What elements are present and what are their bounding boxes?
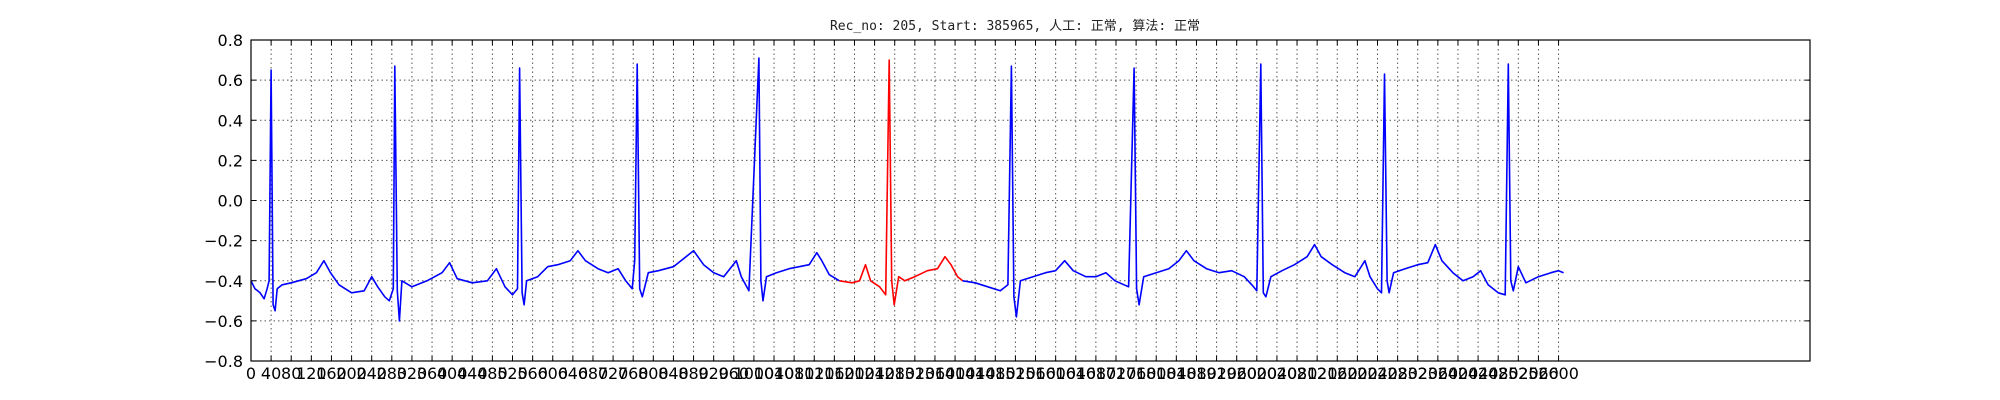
chart-title: Rec_no: 205, Start: 385965, 人工: 正常, 算法: … xyxy=(830,19,1200,34)
x-tick-label: 360 xyxy=(417,364,448,383)
x-tick-label: 280 xyxy=(377,364,408,383)
x-tick-label: 40 xyxy=(261,364,281,383)
x-tick-label: 1720 xyxy=(1096,364,1137,383)
x-tick-label: 1200 xyxy=(834,364,875,383)
ecg-segment xyxy=(962,63,1564,318)
x-tick-label: 320 xyxy=(397,364,428,383)
x-tick-label: 1680 xyxy=(1076,364,1117,383)
x-tick-label: 440 xyxy=(457,364,488,383)
x-tick-label: 1400 xyxy=(935,364,976,383)
x-tick-label: 1040 xyxy=(754,364,795,383)
x-tick-label: 2440 xyxy=(1458,364,1499,383)
x-tick-label: 2200 xyxy=(1337,364,1378,383)
y-tick-label: 0.8 xyxy=(218,31,243,50)
x-tick-label: 2240 xyxy=(1357,364,1398,383)
x-tick-label: 400 xyxy=(437,364,468,383)
x-tick-label: 2480 xyxy=(1478,364,1519,383)
x-tick-label: 640 xyxy=(558,364,589,383)
x-tick-label: 760 xyxy=(618,364,649,383)
x-tick-label: 2360 xyxy=(1417,364,1458,383)
x-tick-label: 2160 xyxy=(1317,364,1358,383)
x-tick-label: 2520 xyxy=(1498,364,1539,383)
ecg-segment xyxy=(250,57,840,322)
x-tick-label: 1280 xyxy=(874,364,915,383)
x-tick-label: 1120 xyxy=(794,364,835,383)
x-tick-label: 880 xyxy=(678,364,709,383)
y-axis: −0.8 −0.6 −0.4 −0.2 0.0 0.2 0.4 0.6 0.8 xyxy=(204,31,1810,371)
x-tick-label: 600 xyxy=(537,364,568,383)
x-tick-label: 2400 xyxy=(1438,364,1479,383)
grid xyxy=(250,39,1810,362)
x-tick-label: 1480 xyxy=(975,364,1016,383)
x-tick-label: 2600 xyxy=(1538,364,1579,383)
x-tick-label: 2560 xyxy=(1518,364,1559,383)
x-tick-label: 0 xyxy=(246,364,256,383)
x-tick-label: 480 xyxy=(477,364,508,383)
x-tick-label: 560 xyxy=(517,364,548,383)
y-tick-label: −0.2 xyxy=(204,232,243,251)
ecg-highlight-segment xyxy=(839,59,964,306)
x-tick-label: 520 xyxy=(497,364,528,383)
x-tick-label: 80 xyxy=(281,364,301,383)
y-tick-label: 0.4 xyxy=(218,111,243,130)
x-tick-label: 1080 xyxy=(774,364,815,383)
x-tick-label: 840 xyxy=(658,364,689,383)
x-tick-label: 1800 xyxy=(1136,364,1177,383)
x-tick-label: 200 xyxy=(336,364,367,383)
x-tick-label: 240 xyxy=(356,364,387,383)
y-tick-label: −0.4 xyxy=(204,272,243,291)
x-tick-label: 2320 xyxy=(1397,364,1438,383)
x-tick-label: 1520 xyxy=(995,364,1036,383)
x-tick-label: 2000 xyxy=(1236,364,1277,383)
x-tick-label: 1320 xyxy=(894,364,935,383)
x-tick-label: 1640 xyxy=(1055,364,1096,383)
x-tick-label: 920 xyxy=(698,364,729,383)
x-tick-label: 800 xyxy=(638,364,669,383)
x-tick-label: 680 xyxy=(578,364,609,383)
x-tick-label: 120 xyxy=(296,364,327,383)
y-tick-label: 0.6 xyxy=(218,71,243,90)
y-tick-label: 0.2 xyxy=(218,151,243,170)
x-tick-label: 1880 xyxy=(1176,364,1217,383)
x-tick-label: 2280 xyxy=(1377,364,1418,383)
x-tick-label: 2040 xyxy=(1257,364,1298,383)
x-tick-label: 960 xyxy=(719,364,750,383)
plot-frame xyxy=(250,39,1811,362)
x-tick-label: 160 xyxy=(316,364,347,383)
x-tick-label: 1560 xyxy=(1015,364,1056,383)
x-tick-label: 1840 xyxy=(1156,364,1197,383)
x-tick-label: 1000 xyxy=(734,364,775,383)
y-tick-label: −0.8 xyxy=(204,352,243,371)
x-tick-label: 1600 xyxy=(1035,364,1076,383)
x-tick-label: 720 xyxy=(598,364,629,383)
x-tick-label: 1440 xyxy=(955,364,996,383)
x-tick-label: 1760 xyxy=(1116,364,1157,383)
x-tick-label: 1960 xyxy=(1216,364,1257,383)
x-tick-label: 1240 xyxy=(854,364,895,383)
x-tick-label: 1360 xyxy=(915,364,956,383)
x-tick-label: 1920 xyxy=(1196,364,1237,383)
y-tick-label: 0.0 xyxy=(218,192,243,211)
x-tick-label: 1160 xyxy=(814,364,855,383)
x-tick-label: 2120 xyxy=(1297,364,1338,383)
x-axis: 0 40 8012016020024028032036040044048052056… xyxy=(246,40,1579,383)
y-tick-label: −0.6 xyxy=(204,312,243,331)
ecg-trace xyxy=(250,57,1564,322)
x-tick-label: 2080 xyxy=(1277,364,1318,383)
